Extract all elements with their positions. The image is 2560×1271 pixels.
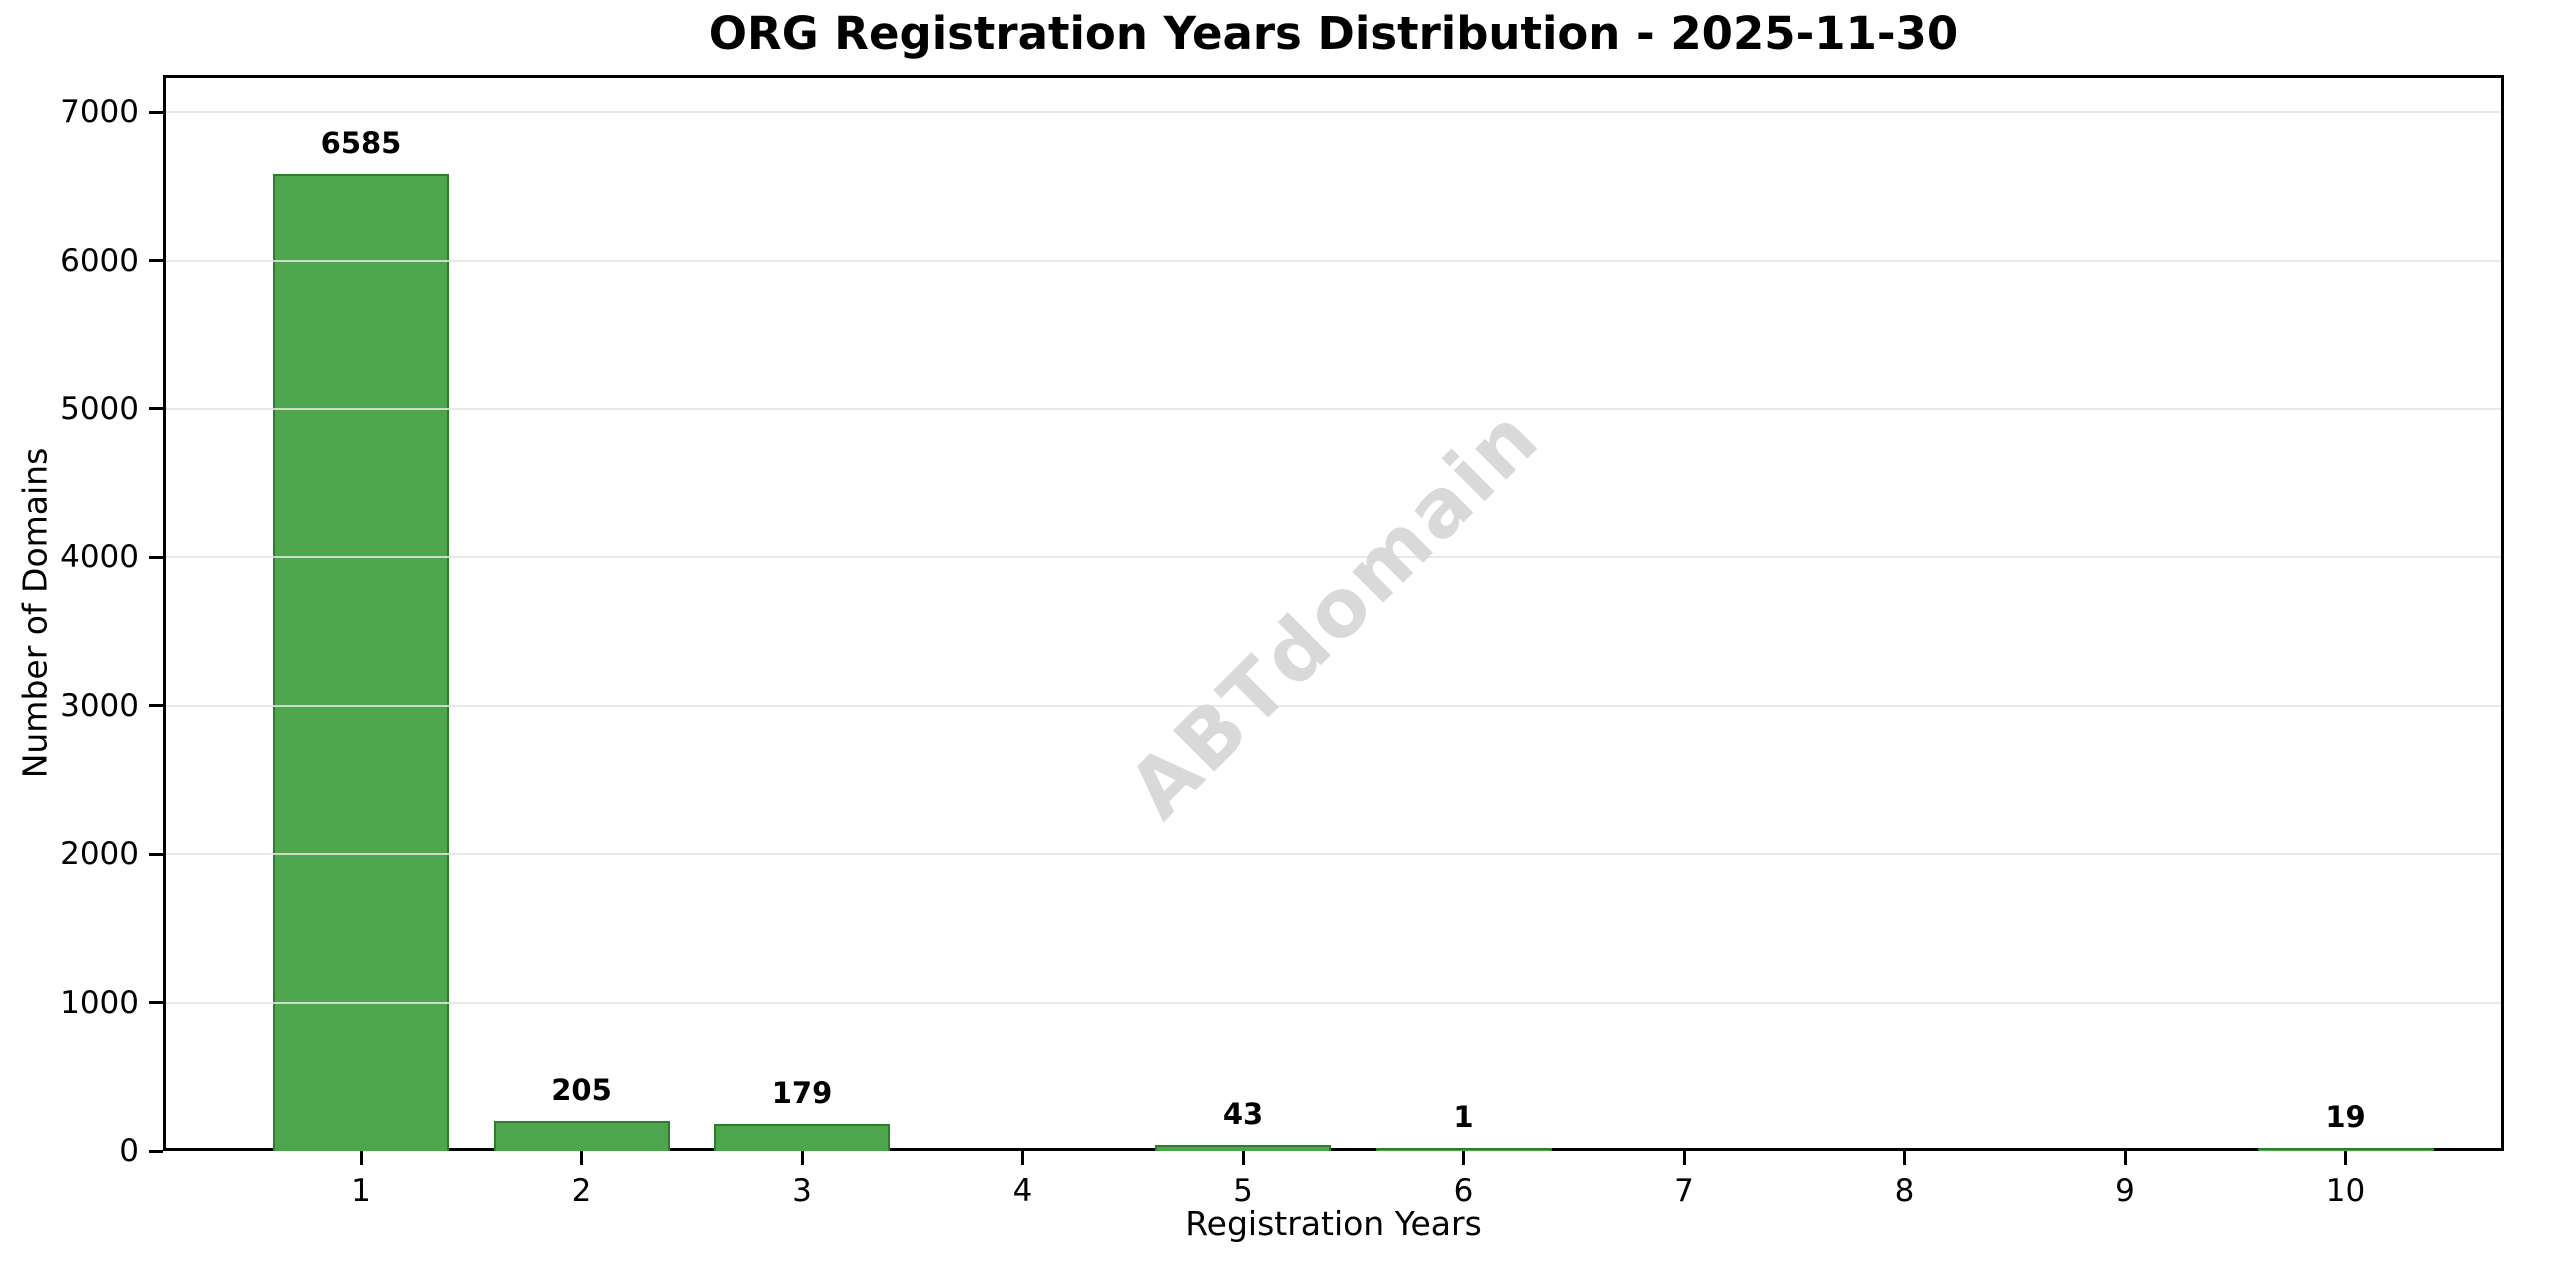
y-axis-label: Number of Domains (15, 447, 55, 779)
bar (493, 1121, 670, 1151)
y-tick (149, 407, 163, 411)
x-tick (2123, 1151, 2127, 1165)
x-tick-label: 4 (1012, 1173, 1033, 1209)
y-tick-label: 7000 (60, 94, 139, 131)
x-tick (1241, 1151, 1245, 1165)
y-tick (149, 852, 163, 856)
bar-value-label: 19 (2325, 1100, 2366, 1134)
x-tick (1021, 1151, 1024, 1165)
bar-value-label: 205 (551, 1073, 612, 1107)
y-tick-label: 5000 (60, 390, 139, 427)
y-tick-label: 3000 (60, 687, 139, 724)
y-tick-label: 1000 (60, 984, 139, 1021)
y-tick-label: 0 (119, 1133, 139, 1169)
x-axis-label: Registration Years (1185, 1204, 1482, 1243)
x-tick (359, 1151, 363, 1165)
y-tick (149, 704, 163, 708)
x-tick-label: 1 (351, 1173, 371, 1209)
bar-value-label: 179 (771, 1076, 833, 1110)
gridline (166, 1001, 2501, 1004)
y-tick (149, 1001, 163, 1005)
bar (714, 1124, 890, 1151)
bar-value-label: 43 (1222, 1097, 1264, 1131)
y-tick-label: 4000 (60, 539, 139, 576)
x-tick-label: 2 (571, 1173, 592, 1209)
chart-title: ORG Registration Years Distribution - 20… (708, 7, 1959, 60)
y-tick (149, 1149, 163, 1153)
bar (2257, 1148, 2434, 1151)
x-tick (1682, 1151, 1686, 1165)
x-tick (1903, 1151, 1906, 1165)
bar (1155, 1145, 1331, 1151)
gridline (166, 556, 2501, 559)
x-tick-label: 7 (1674, 1173, 1694, 1209)
x-tick-label: 3 (792, 1173, 812, 1209)
gridline (166, 407, 2501, 410)
x-tick-label: 9 (2115, 1173, 2135, 1209)
x-tick (1462, 1151, 1465, 1165)
x-tick (2344, 1151, 2347, 1165)
gridline (166, 853, 2501, 856)
y-tick (149, 555, 163, 559)
y-tick (149, 259, 163, 263)
x-tick (580, 1151, 583, 1165)
y-tick-label: 6000 (60, 242, 139, 279)
gridline (166, 259, 2501, 262)
x-tick-label: 10 (2325, 1173, 2366, 1209)
x-tick-label: 5 (1233, 1173, 1253, 1209)
y-tick (149, 110, 163, 114)
y-tick-label: 2000 (60, 836, 139, 873)
x-tick-label: 6 (1453, 1173, 1474, 1209)
plot-area (163, 75, 2504, 1151)
bar (273, 174, 449, 1151)
x-tick (800, 1151, 804, 1165)
bar (1375, 1148, 1552, 1151)
bar-value-label: 1 (1453, 1100, 1474, 1134)
x-tick-label: 8 (1894, 1173, 1915, 1209)
bar-value-label: 6585 (320, 126, 402, 160)
gridline (166, 704, 2501, 707)
gridline (166, 111, 2501, 114)
